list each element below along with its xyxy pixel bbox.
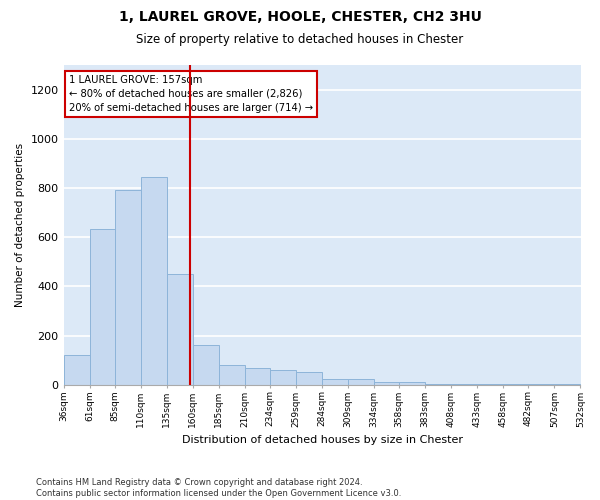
Y-axis label: Number of detached properties: Number of detached properties xyxy=(15,143,25,307)
Bar xyxy=(193,346,219,385)
Bar xyxy=(167,274,193,384)
Text: 1 LAUREL GROVE: 157sqm
← 80% of detached houses are smaller (2,826)
20% of semi-: 1 LAUREL GROVE: 157sqm ← 80% of detached… xyxy=(69,74,313,112)
Bar xyxy=(348,380,374,384)
Bar xyxy=(64,355,89,384)
Bar xyxy=(140,177,167,384)
Bar xyxy=(245,368,270,384)
Bar xyxy=(89,228,115,384)
Bar xyxy=(219,365,245,384)
Text: Contains HM Land Registry data © Crown copyright and database right 2024.
Contai: Contains HM Land Registry data © Crown c… xyxy=(36,478,401,498)
X-axis label: Distribution of detached houses by size in Chester: Distribution of detached houses by size … xyxy=(182,435,463,445)
Text: 1, LAUREL GROVE, HOOLE, CHESTER, CH2 3HU: 1, LAUREL GROVE, HOOLE, CHESTER, CH2 3HU xyxy=(119,10,481,24)
Bar xyxy=(296,372,322,384)
Bar xyxy=(115,190,140,384)
Text: Size of property relative to detached houses in Chester: Size of property relative to detached ho… xyxy=(136,32,464,46)
Bar xyxy=(399,382,425,384)
Bar xyxy=(270,370,296,384)
Bar xyxy=(322,380,348,384)
Bar xyxy=(374,382,399,384)
